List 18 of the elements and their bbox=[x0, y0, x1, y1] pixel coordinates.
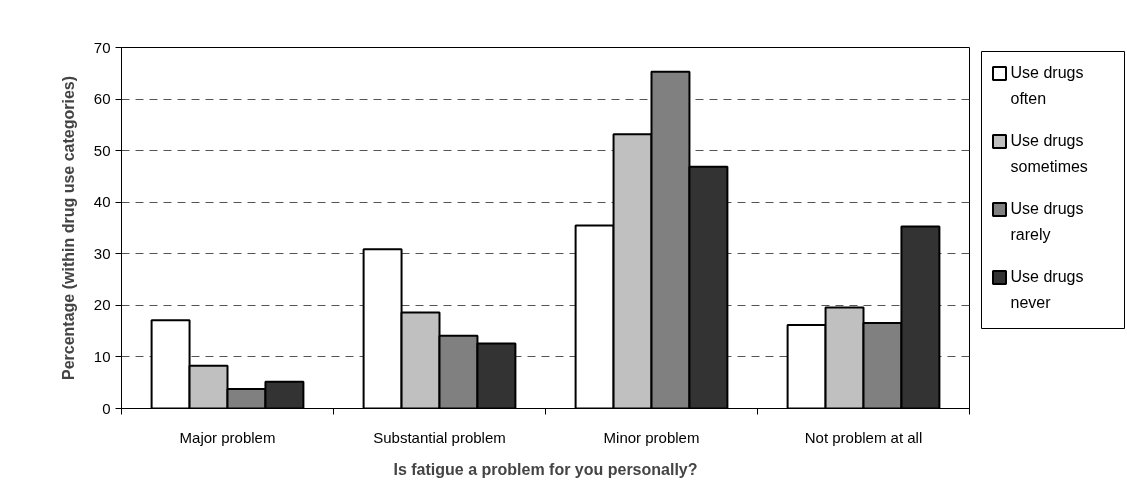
legend-label: Use drugs often bbox=[1010, 63, 1084, 107]
y-tick-label: 0 bbox=[102, 399, 111, 417]
y-tick-label: 30 bbox=[93, 244, 111, 262]
y-tick-label: 20 bbox=[93, 296, 111, 314]
x-tick-label: Not problem at all bbox=[804, 428, 923, 446]
x-tick-label: Substantial problem bbox=[373, 428, 506, 446]
y-tick-label: 70 bbox=[93, 38, 111, 56]
y-tick-label: 50 bbox=[93, 141, 111, 159]
y-tick-label: 60 bbox=[93, 90, 111, 108]
legend-label: Use drugs sometimes bbox=[1010, 131, 1088, 175]
x-tick-label: Minor problem bbox=[603, 428, 700, 446]
legend-label: Use drugs rarely bbox=[1010, 199, 1084, 243]
x-axis-title: Is fatigue a problem for you personally? bbox=[393, 460, 698, 478]
y-tick-label: 40 bbox=[93, 193, 111, 211]
legend-label: Use drugs never bbox=[1010, 267, 1084, 311]
y-tick-label: 10 bbox=[93, 347, 111, 365]
y-axis-title: Percentage (within drug use categories) bbox=[59, 75, 77, 381]
x-tick-label: Major problem bbox=[179, 428, 276, 446]
